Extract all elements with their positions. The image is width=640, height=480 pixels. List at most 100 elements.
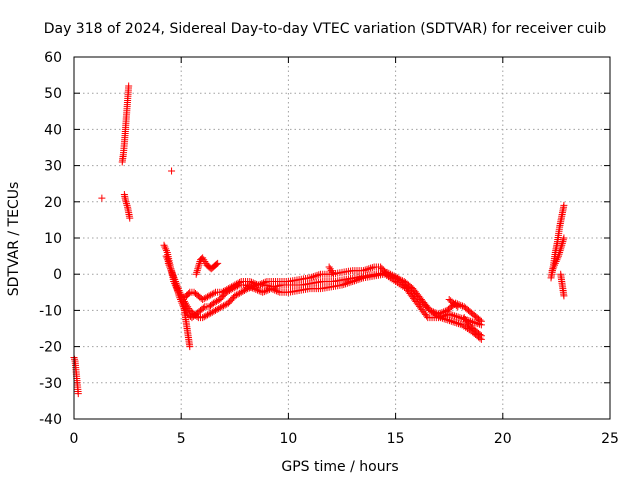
data-point: [244, 285, 252, 293]
data-point: [477, 321, 485, 329]
data-point: [213, 305, 221, 313]
data-point: [328, 268, 336, 276]
data-point: [555, 250, 563, 258]
data-point: [162, 252, 170, 260]
data-point: [162, 245, 170, 253]
data-point: [411, 291, 419, 299]
data-point: [308, 273, 316, 281]
data-point: [271, 286, 279, 294]
data-point: [199, 314, 207, 322]
data-point: [202, 312, 210, 320]
data-point: [327, 267, 335, 275]
data-point: [476, 331, 484, 339]
y-tick-label: -40: [39, 412, 62, 428]
data-point: [259, 288, 267, 296]
data-point: [171, 277, 179, 285]
data-point: [470, 318, 478, 326]
data-point: [383, 268, 391, 276]
grid-lines: [74, 57, 610, 419]
y-tick-label: 60: [44, 50, 62, 66]
data-point: [315, 271, 323, 279]
data-point: [222, 288, 230, 296]
data-point: [556, 248, 564, 256]
data-point: [403, 283, 411, 291]
data-point: [442, 315, 450, 323]
data-point: [168, 268, 176, 276]
data-point: [406, 286, 414, 294]
data-point: [122, 198, 130, 206]
data-point: [220, 302, 228, 310]
data-point: [548, 267, 556, 275]
data-point: [177, 292, 185, 300]
data-point: [435, 312, 443, 320]
data-point: [311, 272, 319, 280]
data-point: [225, 286, 233, 294]
data-point: [458, 321, 466, 329]
data-point: [420, 300, 428, 308]
data-point: [472, 319, 480, 327]
y-tick-label: -20: [39, 340, 62, 356]
data-point: [558, 241, 566, 249]
data-point: [201, 258, 209, 266]
data-point: [245, 284, 253, 292]
data-point: [551, 259, 559, 267]
data-point: [185, 290, 193, 298]
data-point: [98, 194, 106, 202]
data-point: [556, 247, 564, 255]
data-point: [234, 290, 242, 298]
data-point: [431, 310, 439, 318]
data-point: [264, 286, 272, 294]
data-point: [454, 320, 462, 328]
data-point: [200, 256, 208, 264]
data-point: [388, 271, 396, 279]
data-point: [462, 317, 470, 325]
data-point: [460, 322, 468, 330]
data-point: [213, 297, 221, 305]
y-tick-label: 40: [44, 122, 62, 138]
data-point: [559, 236, 567, 244]
data-point: [126, 214, 134, 222]
data-point: [449, 311, 457, 319]
data-point: [224, 287, 232, 295]
data-point: [170, 274, 178, 282]
data-point: [260, 288, 268, 296]
data-point: [174, 285, 182, 293]
y-tick-labels: -40 -30 -20 -10 0 10 20 30 40 50 60: [39, 50, 62, 428]
data-point: [447, 311, 455, 319]
data-point: [558, 239, 566, 247]
data-point: [456, 320, 464, 328]
data-point: [549, 265, 557, 273]
y-tick-label: 10: [44, 231, 62, 247]
data-point: [460, 314, 468, 322]
data-point: [423, 303, 431, 311]
data-point: [247, 283, 255, 291]
x-tick-label: 25: [601, 431, 619, 447]
data-point: [398, 278, 406, 286]
data-point: [343, 279, 351, 287]
data-point: [164, 256, 172, 264]
data-point: [168, 167, 176, 175]
data-point: [202, 294, 210, 302]
data-point: [218, 303, 226, 311]
data-point: [397, 277, 405, 285]
data-point: [258, 280, 266, 288]
data-point: [200, 295, 208, 303]
data-point: [433, 311, 441, 319]
data-point: [560, 234, 568, 242]
data-point: [557, 245, 565, 253]
y-tick-label: 50: [44, 86, 62, 102]
data-point: [414, 294, 422, 302]
data-point: [446, 317, 454, 325]
data-point: [390, 272, 398, 280]
data-point: [326, 265, 334, 273]
data-point: [401, 282, 409, 290]
data-point: [242, 281, 250, 289]
data-point: [174, 283, 182, 291]
data-point: [461, 315, 469, 323]
data-point: [230, 284, 238, 292]
data-point: [176, 290, 184, 298]
data-point: [329, 270, 337, 278]
data-point: [452, 302, 460, 310]
data-point: [160, 241, 168, 249]
data-point: [272, 287, 280, 295]
